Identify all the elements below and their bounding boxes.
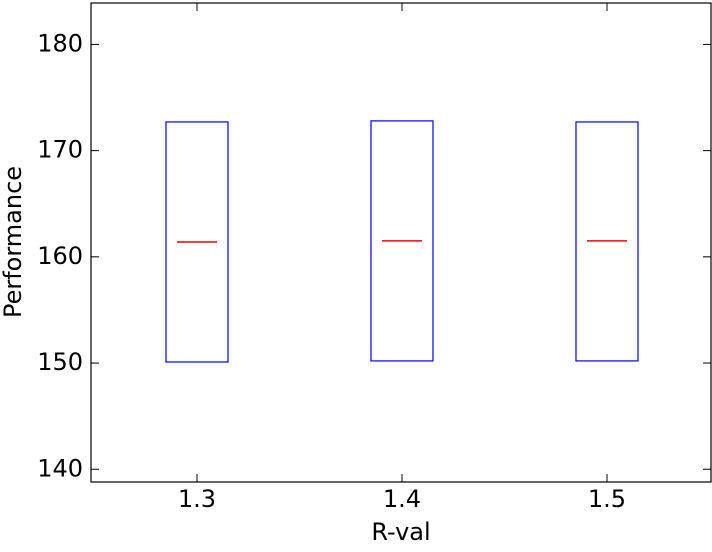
y-tick-label: 160 xyxy=(37,242,83,270)
y-tick-label: 180 xyxy=(37,29,83,57)
plot-frame xyxy=(90,2,712,483)
y-axis-label: Performance xyxy=(0,166,27,318)
y-tick-label: 140 xyxy=(37,454,83,482)
box xyxy=(165,121,229,363)
box xyxy=(370,120,434,362)
y-tick-label: 170 xyxy=(37,136,83,164)
x-axis-label: R-val xyxy=(371,518,430,546)
y-tick-label: 150 xyxy=(37,348,83,376)
x-tick-label: 1.4 xyxy=(383,485,421,513)
x-tick-label: 1.3 xyxy=(178,485,216,513)
x-tick-label: 1.5 xyxy=(588,485,626,513)
box xyxy=(575,121,639,362)
